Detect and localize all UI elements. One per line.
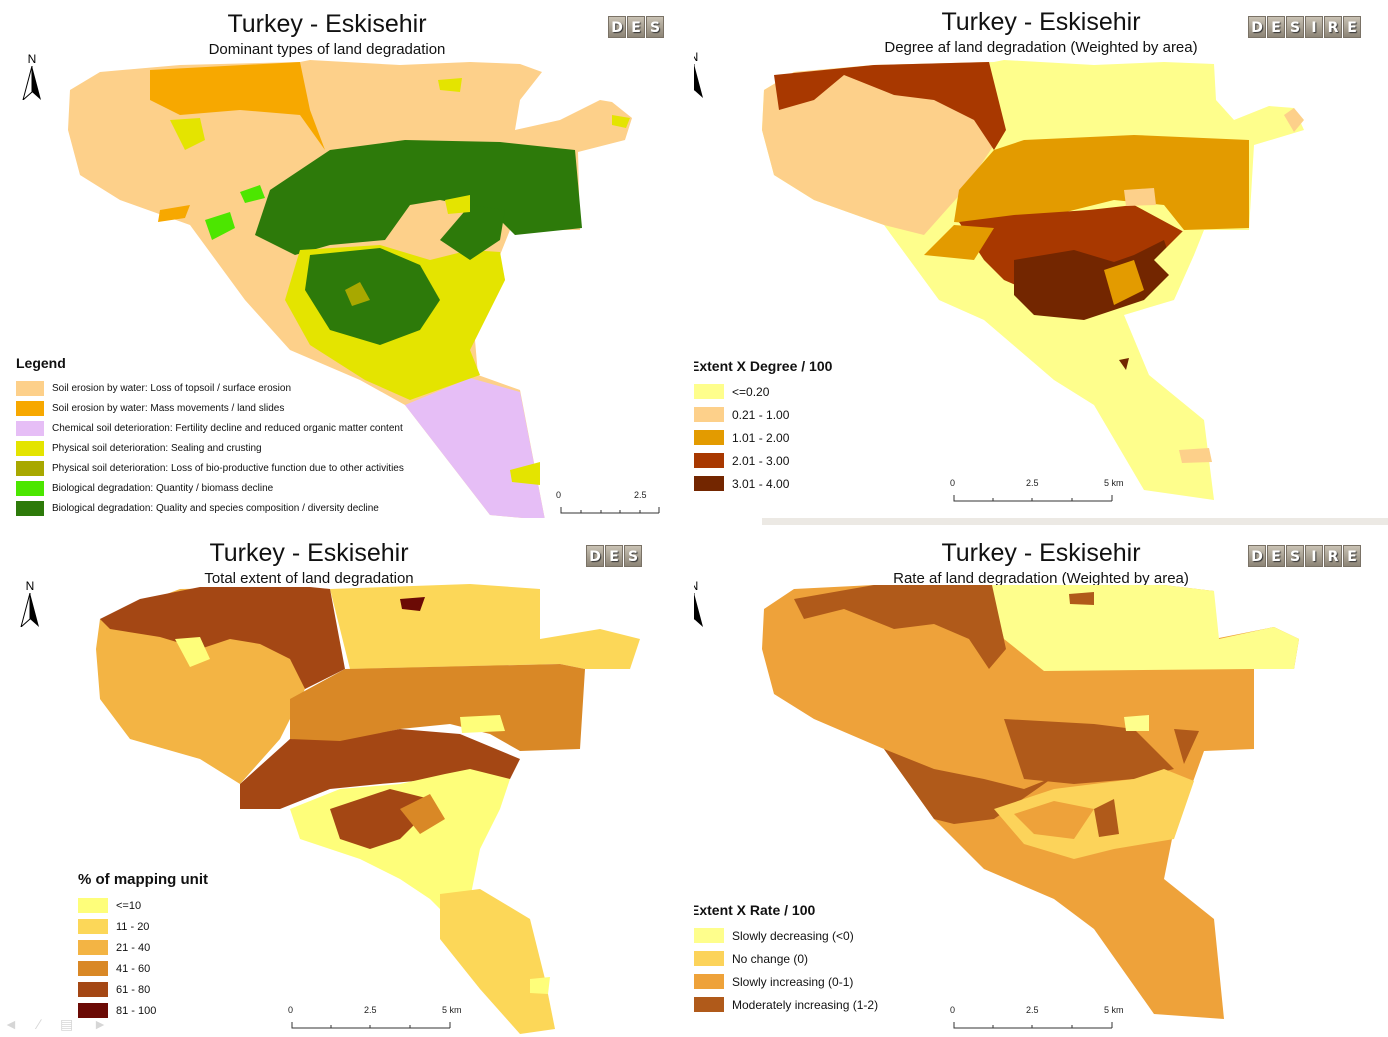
- legend-title: % of mapping unit: [78, 871, 208, 888]
- legend-item: 11 - 20: [78, 919, 208, 934]
- scale-bar: 0 2.5 5 km: [288, 1005, 468, 1035]
- legend-item: 81 - 100: [78, 1003, 208, 1018]
- north-arrow-icon: N: [20, 52, 44, 100]
- map-title-block: Turkey - Eskisehir Degree af land degrad…: [694, 8, 1388, 56]
- north-arrow-icon: N: [18, 579, 42, 627]
- north-arrow-icon: N: [694, 50, 706, 98]
- legend-title: Extent X Rate / 100: [694, 902, 816, 918]
- legend: Legend Soil erosion by water: Loss of to…: [16, 355, 404, 518]
- legend-item: Moderately increasing (1-2): [694, 997, 878, 1012]
- map-subtitle: Rate af land degradation (Weighted by ar…: [893, 570, 1189, 587]
- scale-bar: 0 2.5 5 km: [950, 1005, 1130, 1035]
- legend-item: 61 - 80: [78, 982, 208, 997]
- north-arrow-icon: N: [694, 579, 706, 627]
- legend: Extent X Degree / 100 <=0.20 0.21 - 1.00…: [694, 358, 832, 499]
- legend-item: Chemical soil deterioration: Fertility d…: [16, 421, 404, 436]
- legend: % of mapping unit <=10 11 - 20 21 - 40 4…: [78, 871, 208, 1024]
- scale-bar: 0 2.5: [556, 490, 666, 518]
- map-title: Turkey - Eskisehir: [941, 539, 1141, 567]
- map-dominant-types: [68, 60, 632, 518]
- legend-item: 41 - 60: [78, 961, 208, 976]
- legend-item: No change (0): [694, 951, 878, 966]
- map-extent: [96, 584, 640, 1034]
- legend-item: 0.21 - 1.00: [694, 407, 832, 422]
- map-panel-degree: Turkey - Eskisehir Degree af land degrad…: [694, 0, 1388, 518]
- legend-item: <=0.20: [694, 384, 832, 399]
- legend-title: Legend: [16, 355, 66, 371]
- legend-item: 21 - 40: [78, 940, 208, 955]
- legend-item: Slowly decreasing (<0): [694, 928, 878, 943]
- map-panel-extent: Turkey - Eskisehir Total extent of land …: [0, 519, 694, 1037]
- map-degree: [762, 60, 1304, 500]
- legend-item: 2.01 - 3.00: [694, 453, 832, 468]
- map-subtitle: Dominant types of land degradation: [208, 41, 446, 58]
- legend-item: Physical soil deterioration: Loss of bio…: [16, 461, 404, 476]
- legend-item: 3.01 - 4.00: [694, 476, 832, 491]
- map-title-block: Turkey - Eskisehir Dominant types of lan…: [0, 10, 674, 58]
- map-title: Turkey - Eskisehir: [941, 8, 1141, 36]
- map-title: Turkey - Eskisehir: [209, 539, 409, 567]
- map-title-block: Turkey - Eskisehir Total extent of land …: [0, 539, 656, 587]
- legend-item: <=10: [78, 898, 208, 913]
- legend: Extent X Rate / 100 Slowly decreasing (<…: [694, 902, 878, 1020]
- map-subtitle: Total extent of land degradation: [204, 570, 414, 587]
- map-panel-rate: Turkey - Eskisehir Rate af land degradat…: [694, 519, 1388, 1037]
- scale-bar: 0 2.5 5 km: [950, 478, 1130, 508]
- map-title-block: Turkey - Eskisehir Rate af land degradat…: [694, 539, 1388, 587]
- legend-title: Extent X Degree / 100: [694, 358, 833, 374]
- map-panel-dominant-types: Turkey - Eskisehir Dominant types of lan…: [0, 0, 694, 518]
- legend-item: Biological degradation: Quality and spec…: [16, 501, 404, 516]
- map-subtitle: Degree af land degradation (Weighted by …: [884, 39, 1198, 56]
- legend-item: Biological degradation: Quantity / bioma…: [16, 481, 404, 496]
- legend-item: Soil erosion by water: Mass movements / …: [16, 401, 404, 416]
- legend-item: Physical soil deterioration: Sealing and…: [16, 441, 404, 456]
- legend-item: Soil erosion by water: Loss of topsoil /…: [16, 381, 404, 396]
- legend-item: Slowly increasing (0-1): [694, 974, 878, 989]
- slide-nav-icons: ◄ ∕ ▤ ►: [4, 1016, 115, 1032]
- map-rate: [762, 585, 1299, 1019]
- map-title: Turkey - Eskisehir: [227, 10, 427, 38]
- panel-divider: [762, 518, 1388, 525]
- legend-item: 1.01 - 2.00: [694, 430, 832, 445]
